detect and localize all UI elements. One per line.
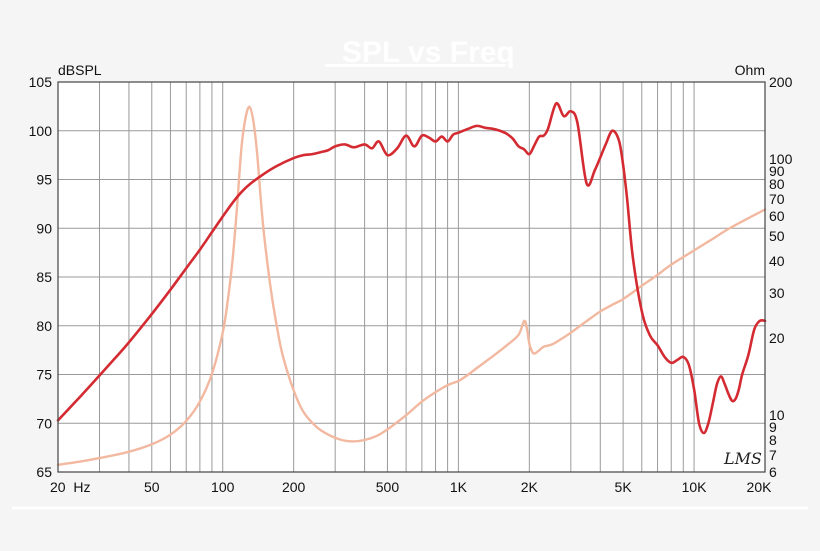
right-tick-label: 40 (769, 253, 785, 269)
right-tick-label: 80 (769, 176, 785, 192)
left-tick-label: 70 (36, 415, 52, 431)
x-tick-label: 500 (376, 479, 400, 495)
left-tick-label: 95 (36, 172, 52, 188)
left-tick-label: 85 (36, 269, 52, 285)
right-tick-label: 90 (769, 163, 785, 179)
x-tick-label: 5K (615, 479, 633, 495)
right-tick-label: 60 (769, 208, 785, 224)
x-tick-label: 1K (450, 479, 468, 495)
x-tick-label: 200 (282, 479, 306, 495)
x-tick-label: 2K (521, 479, 539, 495)
right-tick-label: 20 (769, 330, 785, 346)
left-tick-label: 90 (36, 220, 52, 236)
x-tick-label: 20K (747, 479, 773, 495)
left-axis-label: dBSPL (58, 62, 102, 78)
right-tick-label: 50 (769, 228, 785, 244)
watermark-logo: LMS (723, 449, 762, 468)
right-tick-label: 30 (769, 285, 785, 301)
tick-labels: 1051009590858075706520010090807060504030… (29, 74, 793, 495)
right-tick-label: 100 (769, 151, 793, 167)
x-tick-label: 10K (682, 479, 708, 495)
spl-curve (56, 102, 767, 435)
left-tick-label: 100 (29, 123, 53, 139)
series (56, 102, 767, 467)
left-tick-label: 80 (36, 318, 52, 334)
left-tick-label: 65 (36, 464, 52, 480)
right-tick-label: 70 (769, 191, 785, 207)
x-tick-label: 50 (144, 479, 160, 495)
right-tick-label: 200 (769, 74, 793, 90)
impedance-curve (56, 105, 767, 467)
right-axis-label: Ohm (735, 62, 765, 78)
right-tick-label: 8 (769, 432, 777, 448)
chart-title: _SPL vs Freq (324, 36, 515, 69)
right-tick-label: 6 (769, 464, 777, 480)
left-tick-label: 105 (29, 74, 53, 90)
right-tick-label: 9 (769, 419, 777, 435)
plot-frame (57, 81, 766, 473)
x-tick-label: 100 (211, 479, 235, 495)
x-tick-label: 20 Hz (50, 479, 90, 495)
right-tick-label: 10 (769, 407, 785, 423)
left-tick-label: 75 (36, 367, 52, 383)
right-tick-label: 7 (769, 447, 777, 463)
